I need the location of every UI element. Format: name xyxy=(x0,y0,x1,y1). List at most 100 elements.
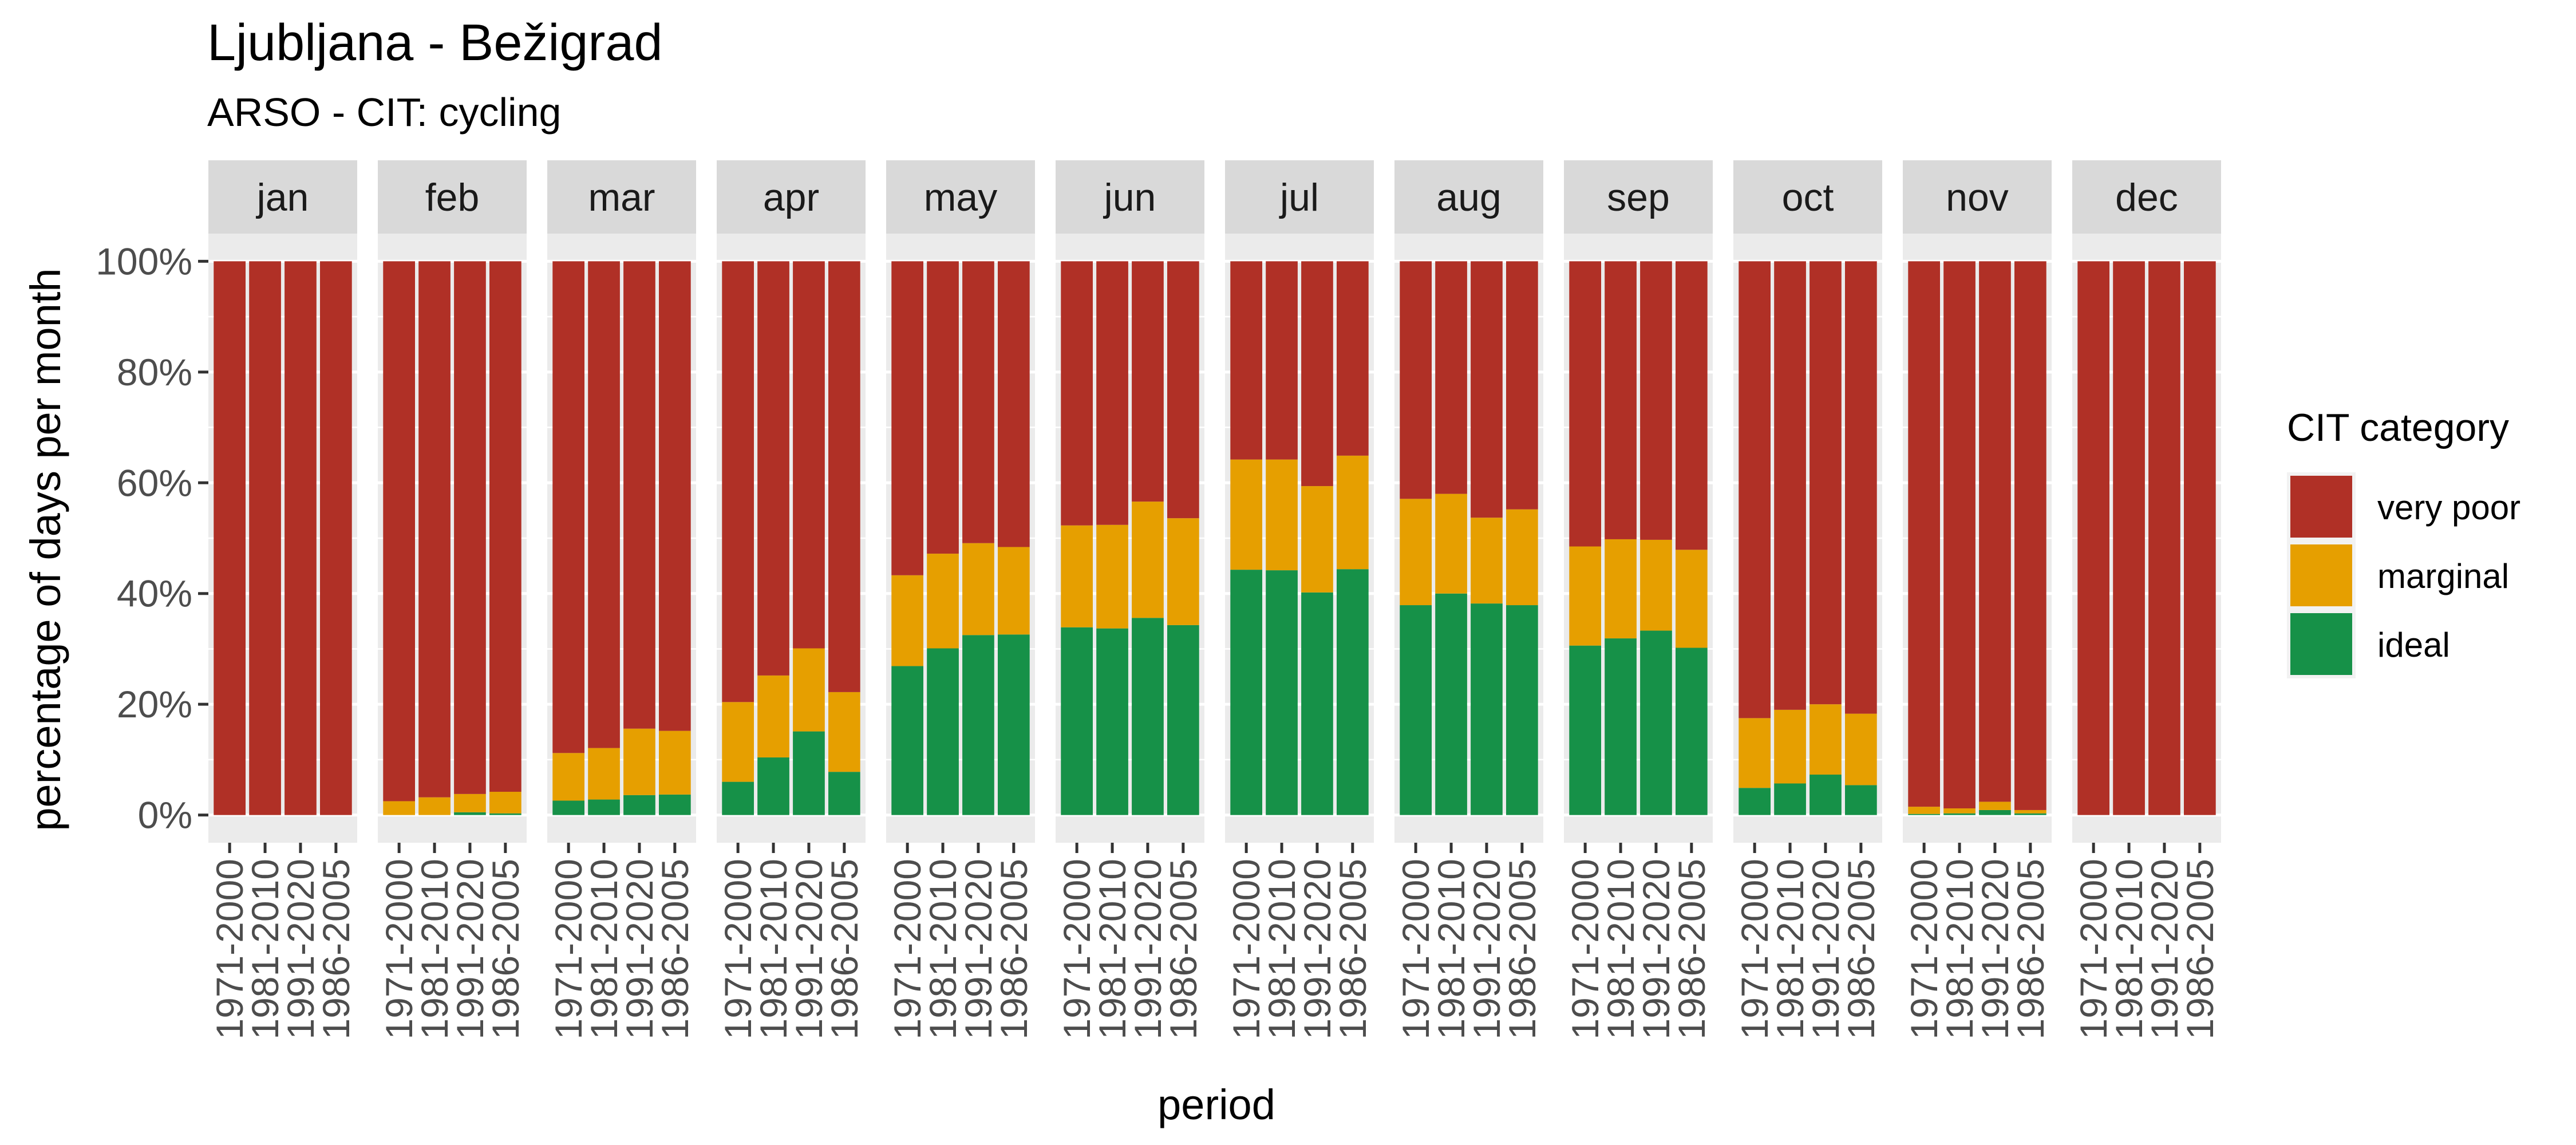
y-axis-title: percentage of days per month xyxy=(22,268,69,831)
facet-strip-label: nov xyxy=(1946,176,2009,219)
bar-very-poor xyxy=(285,261,317,815)
bar-very-poor xyxy=(1640,261,1672,540)
bar-ideal xyxy=(1132,618,1164,815)
bar-marginal xyxy=(489,792,521,814)
facet-strip xyxy=(1733,160,1882,234)
bar-very-poor xyxy=(1400,261,1432,499)
bar-very-poor xyxy=(2014,261,2046,810)
bar-ideal xyxy=(489,813,521,815)
x-tick-label: 1986-2005 xyxy=(993,859,1035,1040)
bar-very-poor xyxy=(659,261,691,731)
facet-strip-label: mar xyxy=(588,176,655,219)
bar-very-poor xyxy=(962,261,994,543)
y-tick-label: 20% xyxy=(117,683,192,725)
bar-ideal xyxy=(588,799,620,815)
x-tick-label: 1991-2020 xyxy=(2143,859,2186,1040)
legend-label: very poor xyxy=(2377,488,2520,527)
x-tick-label: 1986-2005 xyxy=(1670,859,1713,1040)
bar-marginal xyxy=(1132,502,1164,618)
bar-ideal xyxy=(1908,814,1940,815)
legend-label: marginal xyxy=(2377,557,2509,595)
facet-strip-label: oct xyxy=(1782,176,1834,219)
bar-ideal xyxy=(552,800,584,815)
bar-marginal xyxy=(1640,539,1672,631)
bar-marginal xyxy=(659,731,691,795)
bar-marginal xyxy=(1096,524,1128,629)
bar-marginal xyxy=(1471,518,1503,604)
bar-very-poor xyxy=(320,261,352,815)
bar-marginal xyxy=(2014,810,2046,814)
bar-ideal xyxy=(2014,813,2046,815)
bar-marginal xyxy=(1979,802,2011,810)
bar-marginal xyxy=(1506,509,1538,606)
x-tick-label: 1971-2000 xyxy=(717,859,759,1040)
bar-ideal xyxy=(962,635,994,815)
bar-ideal xyxy=(1774,783,1806,815)
bar-ideal xyxy=(1506,605,1538,815)
bar-marginal xyxy=(1435,493,1467,594)
bar-very-poor xyxy=(1605,261,1637,539)
bar-very-poor xyxy=(1230,261,1262,460)
x-tick-label: 1991-2020 xyxy=(1804,859,1847,1040)
legend-key-ideal xyxy=(2290,613,2352,675)
legend-label: ideal xyxy=(2377,626,2450,664)
x-tick-label: 1986-2005 xyxy=(2009,859,2052,1040)
bar-very-poor xyxy=(2077,261,2109,815)
x-tick-label: 1981-2010 xyxy=(1938,859,1981,1040)
legend-key-marginal xyxy=(2290,544,2352,606)
bar-ideal xyxy=(1266,570,1298,815)
x-tick-label: 1981-2010 xyxy=(413,859,456,1040)
y-tick-label: 40% xyxy=(117,572,192,615)
bar-very-poor xyxy=(249,261,281,815)
x-tick-label: 1991-2020 xyxy=(957,859,999,1040)
bar-marginal xyxy=(1845,713,1877,785)
bar-marginal xyxy=(998,547,1030,635)
bar-very-poor xyxy=(1435,261,1467,494)
x-tick-label: 1986-2005 xyxy=(823,859,866,1040)
x-axis-title: period xyxy=(1157,1081,1275,1128)
bar-ideal xyxy=(1167,625,1199,815)
facet-strip xyxy=(1394,160,1543,234)
bar-marginal xyxy=(1301,486,1333,593)
bar-ideal xyxy=(1230,570,1262,815)
bar-ideal xyxy=(1979,810,2011,815)
bar-very-poor xyxy=(1471,261,1503,518)
x-tick-label: 1991-2020 xyxy=(788,859,830,1040)
facet-strip-label: dec xyxy=(2115,176,2178,219)
bar-ideal xyxy=(1943,813,1976,815)
bar-very-poor xyxy=(1569,261,1601,547)
x-tick-label: 1971-2000 xyxy=(1903,859,1945,1040)
x-tick-label: 1981-2010 xyxy=(1091,859,1133,1040)
bar-ideal xyxy=(1739,788,1771,815)
facet-strip xyxy=(717,160,866,234)
bar-very-poor xyxy=(489,261,521,792)
bar-very-poor xyxy=(757,261,789,676)
bar-marginal xyxy=(1337,455,1369,570)
facet-strip xyxy=(378,160,527,234)
x-tick-label: 1986-2005 xyxy=(2179,859,2221,1040)
bar-very-poor xyxy=(1908,261,1940,807)
x-tick-label: 1971-2000 xyxy=(1564,859,1606,1040)
bar-very-poor xyxy=(383,261,415,802)
bar-very-poor xyxy=(214,261,246,815)
y-tick-label: 80% xyxy=(117,351,192,393)
bar-ideal xyxy=(891,666,923,815)
bar-marginal xyxy=(1230,459,1262,570)
bar-very-poor xyxy=(1506,261,1538,510)
x-tick-label: 1971-2000 xyxy=(208,859,251,1040)
bar-marginal xyxy=(828,692,860,772)
bar-ideal xyxy=(1471,603,1503,815)
bar-ideal xyxy=(1569,645,1601,815)
bar-marginal xyxy=(1061,525,1093,627)
bar-marginal xyxy=(722,702,754,782)
x-tick-label: 1981-2010 xyxy=(1599,859,1642,1040)
x-tick-label: 1991-2020 xyxy=(449,859,491,1040)
bar-marginal xyxy=(552,753,584,801)
bar-very-poor xyxy=(2148,261,2180,815)
facet-strip xyxy=(1903,160,2052,234)
bar-marginal xyxy=(383,801,415,815)
